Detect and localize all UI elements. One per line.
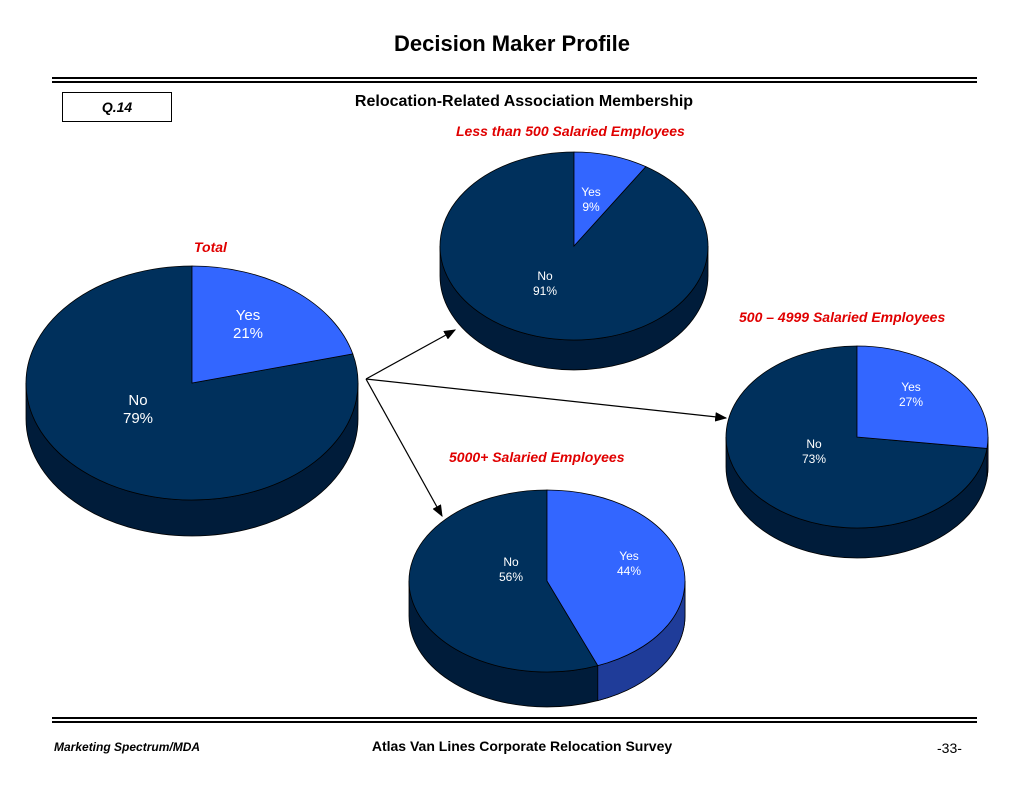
- question-box: Q.14: [62, 92, 172, 122]
- slice-label-no-1: No: [537, 269, 553, 283]
- footer-page-number: -33-: [937, 740, 962, 756]
- slice-value-yes-2: 27%: [899, 395, 923, 409]
- pie-slice-yes-0: [191, 265, 354, 384]
- chart-subtitle: Relocation-Related Association Membershi…: [354, 93, 694, 110]
- pie-slice-yes-2: [856, 345, 989, 449]
- pie-slice-no-2: [725, 345, 988, 529]
- slice-value-no-3: 56%: [499, 570, 523, 584]
- footer-company: Marketing Spectrum/MDA: [54, 740, 201, 754]
- pie-title-500-4999: 500 – 4999 Salaried Employees: [739, 309, 946, 325]
- slice-label-no-2: No: [806, 437, 822, 451]
- slice-value-no-1: 91%: [533, 284, 557, 298]
- pie-slice-no-0: [25, 265, 359, 501]
- slice-value-yes-3: 44%: [617, 564, 641, 578]
- slice-value-no-2: 73%: [802, 452, 826, 466]
- slice-label-yes-3: Yes: [619, 549, 639, 563]
- arrow-to-500-4999: [365, 378, 728, 422]
- slice-label-yes-0: Yes: [236, 307, 260, 324]
- slice-label-no-0: No: [128, 392, 147, 409]
- slice-label-yes-1: Yes: [581, 185, 601, 199]
- slice-label-yes-2: Yes: [901, 380, 921, 394]
- header-rule-bottom: [52, 81, 977, 83]
- slice-value-yes-0: 21%: [233, 325, 263, 342]
- pie-slice-yes-3: [546, 489, 686, 667]
- slice-value-no-0: 79%: [123, 410, 153, 427]
- footer-survey-title: Atlas Van Lines Corporate Relocation Sur…: [371, 738, 673, 754]
- pie-title-total: Total: [194, 239, 227, 255]
- page-title: Decision Maker Profile: [394, 31, 630, 56]
- pie-slice-yes-1: [573, 151, 647, 248]
- arrow-to-under-500: [365, 329, 457, 380]
- slice-value-yes-1: 9%: [582, 200, 600, 214]
- footer-rule-top: [52, 717, 977, 719]
- header-rule-top: [52, 77, 977, 79]
- footer-rule-bottom: [52, 721, 977, 723]
- pie-title-under-500: Less than 500 Salaried Employees: [456, 123, 685, 139]
- slice-label-no-3: No: [503, 555, 519, 569]
- pie-title-5000-plus: 5000+ Salaried Employees: [449, 449, 625, 465]
- arrow-to-5000-plus: [365, 378, 443, 518]
- pie-slice-no-3: [408, 489, 599, 673]
